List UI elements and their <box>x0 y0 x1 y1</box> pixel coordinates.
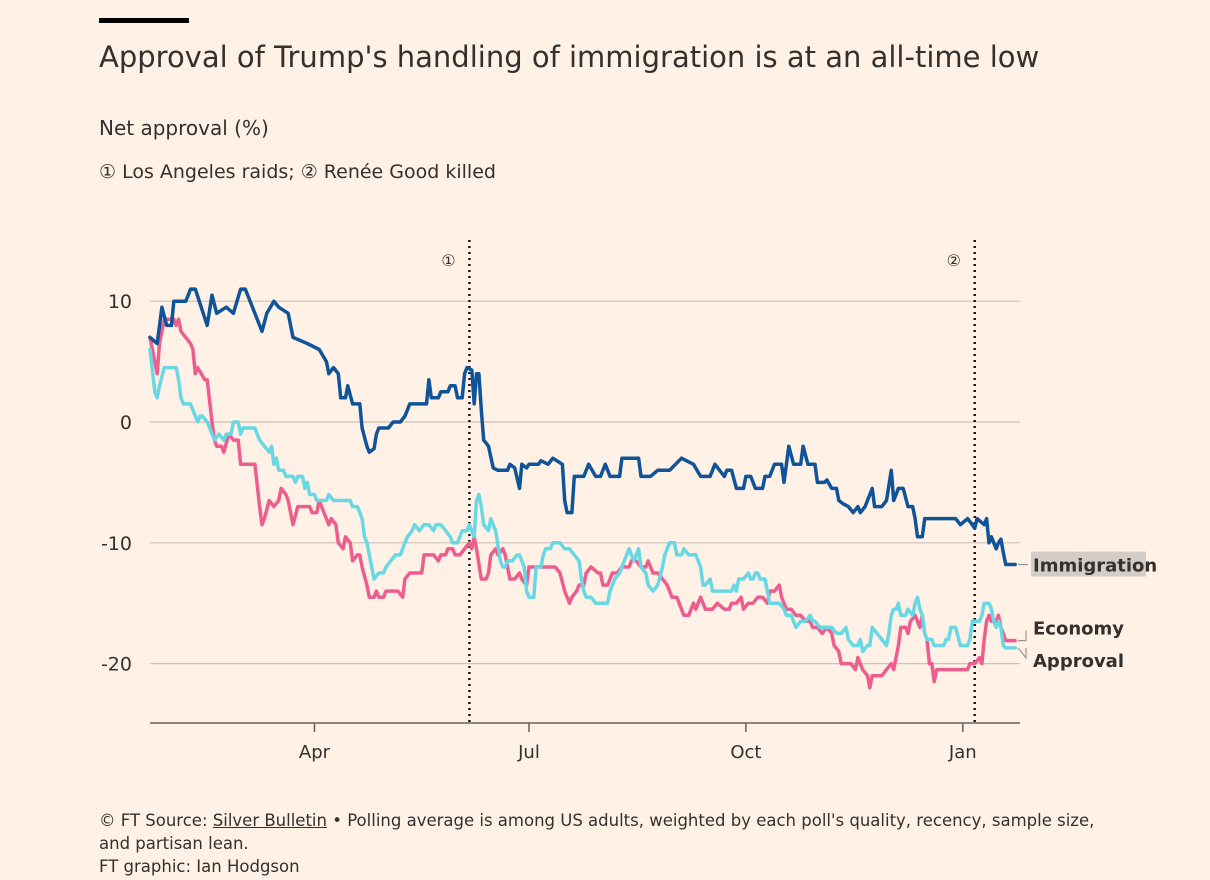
graphic-credit: FT graphic: Ian Hodgson <box>99 857 300 876</box>
x-tick-label: Jan <box>948 742 977 763</box>
series-line-approval <box>148 347 1017 654</box>
x-tick-label: Jul <box>517 742 540 763</box>
label-highlight <box>1031 551 1146 577</box>
copyright: © FT <box>99 811 141 830</box>
y-axis-labels: 10 0 -10 -20 <box>101 291 132 675</box>
y-tick-label: -10 <box>101 533 132 555</box>
event-marker: ① <box>441 251 455 270</box>
annotation-key: ① Los Angeles raids; ② Renée Good killed <box>99 161 496 183</box>
y-tick-label: -20 <box>101 654 132 676</box>
source-link[interactable]: Silver Bulletin <box>212 811 327 830</box>
x-tick-label: Apr <box>299 742 331 763</box>
event-marker: ② <box>947 251 961 270</box>
y-tick-label: 10 <box>108 291 132 313</box>
series-lines <box>148 287 1017 690</box>
y-tick-label: 0 <box>120 412 132 434</box>
series-label-economy: Economy <box>1033 619 1124 640</box>
gridlines <box>150 300 1020 665</box>
source-line: © FT Source: Silver Bulletin • Polling a… <box>99 809 1099 855</box>
series-line-immigration <box>148 287 1017 567</box>
x-axis: Apr Jul Oct Jan <box>150 722 1020 763</box>
source-label: Source: <box>145 811 208 830</box>
chart-footer: © FT Source: Silver Bulletin • Polling a… <box>99 809 1099 878</box>
source-note: • Polling average is among US adults, we… <box>99 811 1095 853</box>
series-label-approval: Approval <box>1033 651 1124 672</box>
series-label-immigration: Immigration <box>1033 556 1157 577</box>
x-tick-label: Oct <box>730 742 761 763</box>
series-labels: Immigration Economy Approval <box>1017 551 1157 672</box>
ft-brand-bar <box>99 18 189 23</box>
label-bracket <box>1017 630 1027 660</box>
chart-subtitle: Net approval (%) <box>99 116 269 140</box>
series-line-economy <box>148 317 1017 690</box>
chart-title: Approval of Trump's handling of immigrat… <box>99 40 1040 74</box>
